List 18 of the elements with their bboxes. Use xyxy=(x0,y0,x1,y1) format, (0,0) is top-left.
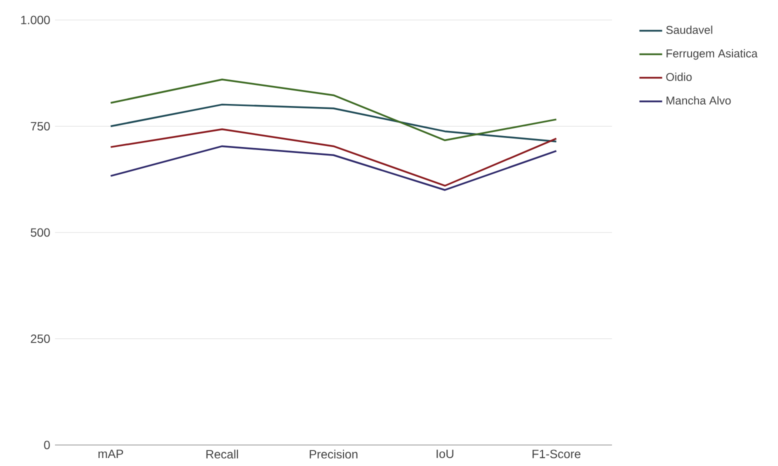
x-tick-label: Recall xyxy=(206,450,238,459)
y-tick-label: 0 xyxy=(44,440,50,450)
legend-label: Mancha Alvo xyxy=(666,96,731,105)
x-tick-label: Precision xyxy=(310,450,358,459)
y-tick-label: 1.000 xyxy=(21,16,50,24)
line-series xyxy=(110,104,558,142)
x-tick-label: mAP xyxy=(98,450,124,458)
line-series xyxy=(110,145,558,191)
line-series xyxy=(110,128,558,187)
x-tick-label: F1-Score xyxy=(532,450,580,458)
y-tick-label: 500 xyxy=(30,228,50,237)
line-series xyxy=(110,78,558,142)
legend-label: Oidio xyxy=(666,72,692,81)
y-tick-label: 750 xyxy=(30,122,50,130)
y-tick-label: 250 xyxy=(30,334,50,343)
x-tick-label: IoU xyxy=(436,450,454,458)
legend-label: Saudavel xyxy=(666,26,712,34)
legend-label: Ferrugem Asiatica xyxy=(666,49,758,60)
